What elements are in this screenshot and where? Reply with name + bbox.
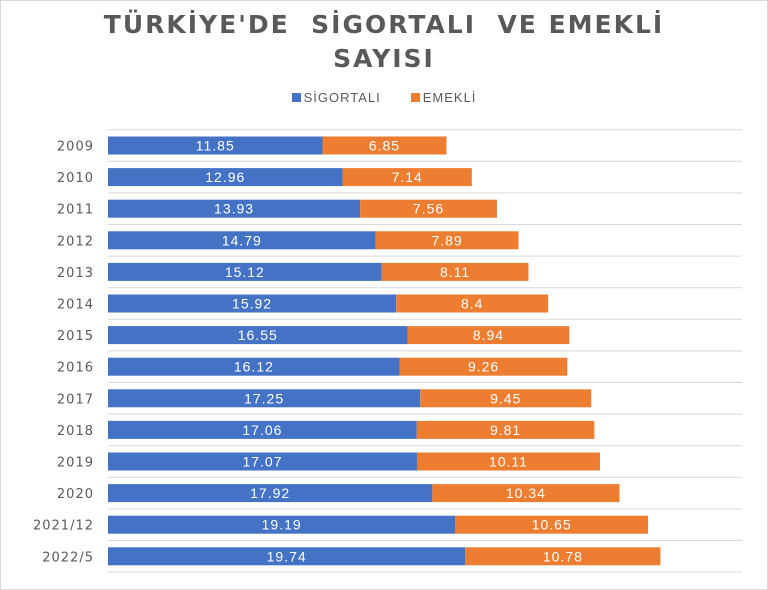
bar-emekli (407, 326, 570, 345)
bar-emekli (455, 515, 649, 534)
data-label-emekli: 7.56 (413, 201, 444, 217)
chart-title-line-1: TÜRKİYE'DE SİGORTALI VE EMEKLİ (103, 10, 665, 39)
data-label-sigortali: 19.19 (262, 517, 302, 533)
bar-emekli (396, 294, 549, 313)
bar-sigortali (108, 389, 421, 408)
legend-item-emekli: EMEKLİ (410, 90, 477, 105)
data-label-sigortali: 15.12 (225, 264, 265, 280)
category-tick-label: 2016 (57, 361, 94, 376)
data-label-emekli: 8.11 (440, 264, 470, 280)
category-tick-label: 2021/12 (33, 519, 94, 534)
data-label-emekli: 9.26 (468, 359, 499, 375)
bar-emekli (360, 199, 497, 218)
category-tick-label: 2017 (57, 392, 94, 407)
category-tick-label: 2011 (57, 203, 94, 218)
bar-emekli (465, 547, 661, 566)
category-tick-label: 2009 (57, 140, 94, 155)
data-label-sigortali: 15.92 (232, 296, 272, 312)
bar-emekli (432, 484, 620, 503)
data-label-sigortali: 16.12 (234, 359, 274, 375)
data-label-sigortali: 13.93 (214, 201, 254, 217)
bar-sigortali (108, 231, 376, 250)
data-label-emekli: 6.85 (369, 138, 400, 154)
bar-sigortali (108, 515, 456, 534)
chart-legend: SİGORTALI EMEKLİ (0, 90, 768, 105)
data-label-emekli: 10.65 (532, 517, 572, 533)
bar-emekli (399, 357, 568, 376)
bar-sigortali (108, 326, 408, 345)
data-label-emekli: 10.11 (489, 454, 528, 470)
bar-sigortali (108, 136, 323, 155)
bar-emekli (342, 168, 472, 187)
bar-sigortali (108, 168, 343, 187)
bar-sigortali (108, 294, 397, 313)
legend-label-sigortali: SİGORTALI (303, 90, 381, 105)
data-label-sigortali: 19.74 (267, 548, 307, 564)
bar-emekli (375, 231, 519, 250)
chart-title: TÜRKİYE'DE SİGORTALI VE EMEKLİ SAYISI (0, 8, 768, 76)
category-tick-label: 2010 (57, 171, 94, 186)
data-label-sigortali: 16.55 (238, 327, 278, 343)
data-label-sigortali: 17.07 (242, 454, 282, 470)
legend-swatch-sigortali (291, 93, 301, 102)
category-tick-label: 2018 (57, 424, 94, 439)
data-label-sigortali: 12.96 (205, 169, 245, 185)
bar-sigortali (108, 547, 466, 566)
category-tick-label: 2013 (57, 266, 94, 281)
bar-sigortali (108, 484, 433, 503)
bar-emekli (381, 262, 529, 281)
bar-emekli (322, 136, 447, 155)
data-label-emekli: 10.34 (506, 485, 546, 501)
data-label-emekli: 10.78 (543, 548, 583, 564)
data-label-emekli: 8.94 (473, 327, 504, 343)
data-label-sigortali: 14.79 (222, 232, 262, 248)
data-label-emekli: 7.89 (431, 232, 462, 248)
data-label-emekli: 9.45 (490, 390, 521, 406)
data-label-emekli: 7.14 (392, 169, 423, 185)
category-tick-label: 2020 (57, 487, 94, 502)
data-label-sigortali: 17.92 (250, 485, 290, 501)
legend-item-sigortali: SİGORTALI (291, 90, 381, 105)
legend-label-emekli: EMEKLİ (422, 90, 477, 105)
bar-emekli (416, 420, 595, 439)
bar-sigortali (108, 357, 400, 376)
data-label-sigortali: 11.85 (196, 138, 235, 154)
category-tick-label: 2019 (57, 456, 94, 471)
bar-emekli (416, 452, 600, 471)
category-tick-label: 2014 (57, 298, 94, 313)
bar-sigortali (108, 199, 361, 218)
category-tick-label: 2022/5 (42, 550, 94, 565)
bar-sigortali (108, 262, 382, 281)
data-label-emekli: 8.4 (461, 296, 483, 312)
data-label-sigortali: 17.25 (244, 390, 284, 406)
data-label-sigortali: 17.06 (242, 422, 282, 438)
category-tick-label: 2015 (57, 329, 94, 344)
data-label-emekli: 9.81 (490, 422, 521, 438)
category-tick-label: 2012 (57, 234, 94, 249)
bar-sigortali (108, 452, 417, 471)
bar-emekli (420, 389, 592, 408)
chart-title-line-2: SAYISI (333, 44, 435, 73)
legend-swatch-emekli (410, 93, 420, 102)
bar-sigortali (108, 420, 417, 439)
